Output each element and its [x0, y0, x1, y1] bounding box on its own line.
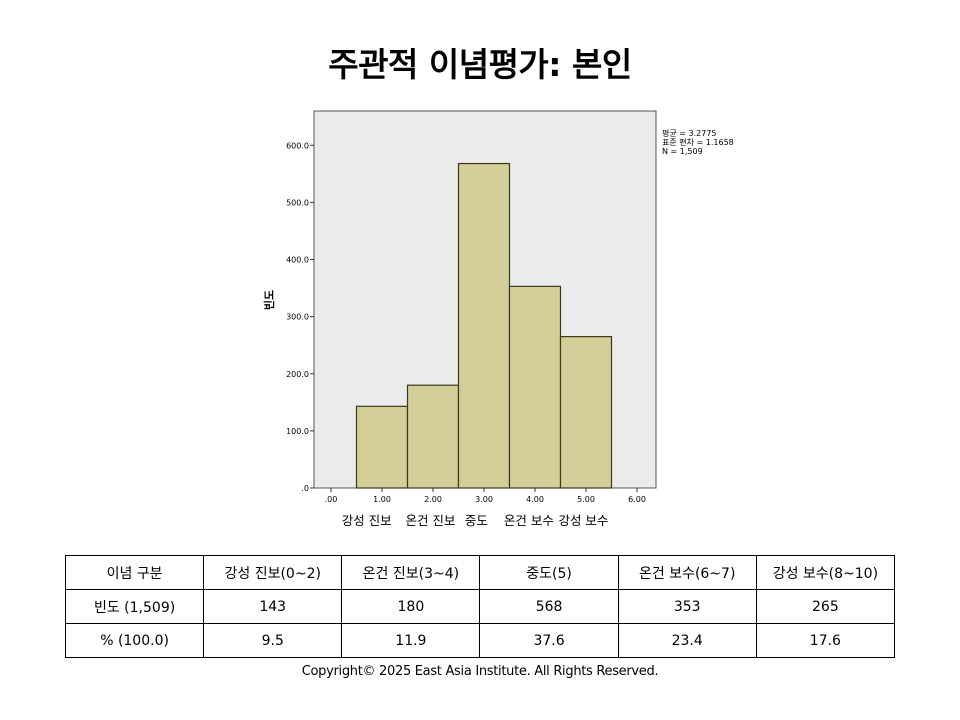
y-axis: .0 100.0 200.0 300.0 400.0 500.0 600.0: [286, 141, 314, 493]
table-cell: 180: [341, 589, 481, 624]
table-cell: 143: [203, 589, 343, 624]
y-tick-label: 300.0: [286, 313, 309, 322]
histogram-bar: [406, 384, 460, 489]
stats-line: N = 1,509: [662, 147, 703, 156]
table-row: % (100.0) 9.5 11.9 37.6 23.4 17.6: [64, 623, 896, 658]
x-tick-label: 2.00: [424, 495, 442, 504]
category-label: 온건 진보: [405, 513, 455, 528]
y-tick-label: 400.0: [286, 256, 309, 265]
table-header-cell: 온건 진보(3~4): [341, 555, 481, 590]
x-tick-label: 6.00: [628, 495, 646, 504]
table-cell: 11.9: [341, 623, 481, 658]
bars: [355, 162, 613, 489]
table-cell: 265: [755, 589, 896, 624]
table-header-cell: 강성 보수(8~10): [755, 555, 896, 590]
x-tick-label: 5.00: [577, 495, 595, 504]
table-cell: 568: [479, 589, 619, 624]
histogram-chart: .0 100.0 200.0 300.0 400.0 500.0 600.0 .00 1.00…: [262, 110, 734, 528]
histogram-bar: [559, 336, 613, 489]
table-header-row: 이념 구분 강성 진보(0~2) 온건 진보(3~4) 중도(5) 온건 보수(6~7)…: [64, 555, 896, 590]
table-header-cell: 온건 보수(6~7): [617, 555, 757, 590]
histogram-bar: [457, 162, 511, 489]
data-table: 이념 구분 강성 진보(0~2) 온건 진보(3~4) 중도(5) 온건 보수(6~7)…: [64, 555, 896, 658]
stats-line: 평균 = 3.2775: [662, 128, 717, 138]
table-row: 빈도 (1,509) 143 180 568 353 265: [64, 589, 896, 624]
category-label: 강성 보수: [558, 513, 608, 528]
category-label: 온건 보수: [504, 513, 554, 528]
histogram-bar: [355, 405, 409, 489]
table-row-label: % (100.0): [64, 623, 205, 658]
table-cell: 37.6: [479, 623, 619, 658]
y-tick-label: 200.0: [286, 370, 309, 379]
table-header-cell: 중도(5): [479, 555, 619, 590]
table-header-cell: 강성 진보(0~2): [203, 555, 343, 590]
x-tick-label: 3.00: [475, 495, 493, 504]
stats-line: 표준 편차 = 1.1658: [662, 137, 734, 147]
x-tick-label: 1.00: [373, 495, 391, 504]
y-tick-label: .0: [301, 484, 309, 493]
y-axis-label: 빈도: [262, 290, 276, 310]
y-tick-label: 100.0: [286, 427, 309, 436]
category-labels: 강성 진보 온건 진보 중도 온건 보수 강성 보수: [342, 513, 609, 528]
category-label: 강성 진보: [342, 513, 392, 528]
table-row-label: 빈도 (1,509): [64, 589, 205, 624]
histogram-bar: [508, 285, 562, 489]
copyright-notice: Copyright© 2025 East Asia Institute. All…: [301, 664, 659, 679]
category-label: 중도: [465, 513, 488, 528]
x-axis: .00 1.00 2.00 3.00 4.00 5.00 6.00: [325, 488, 646, 504]
y-tick-label: 500.0: [286, 198, 309, 207]
x-tick-label: 4.00: [526, 495, 544, 504]
table-cell: 23.4: [617, 623, 757, 658]
x-tick-label: .00: [325, 495, 338, 504]
table-cell: 9.5: [203, 623, 343, 658]
y-tick-label: 600.0: [286, 141, 309, 150]
table-header-cell: 이념 구분: [64, 555, 205, 590]
table-cell: 353: [617, 589, 757, 624]
page-title: 주관적 이념평가: 본인: [328, 45, 632, 84]
table-cell: 17.6: [755, 623, 896, 658]
